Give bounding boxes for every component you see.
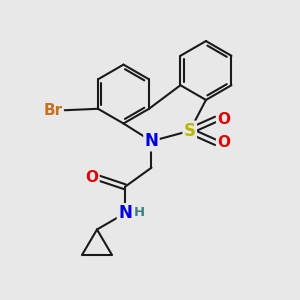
Text: O: O [217,135,230,150]
Text: N: N [118,204,132,222]
Text: O: O [217,112,230,127]
Text: Br: Br [43,103,62,118]
Text: N: N [145,132,158,150]
Text: S: S [184,122,196,140]
Text: H: H [134,206,145,219]
Text: O: O [85,170,98,185]
